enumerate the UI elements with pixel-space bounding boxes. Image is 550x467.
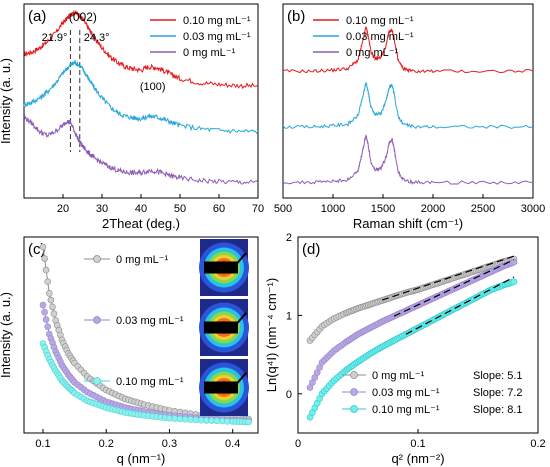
- annotation: 21.9°: [42, 32, 68, 44]
- legend-label: 0.03 mg mL⁻¹: [346, 31, 414, 43]
- x-tick-label: 2500: [471, 203, 495, 215]
- legend-marker: [350, 388, 358, 396]
- x-tick-label: 0.2: [530, 438, 545, 450]
- beam-stop: [204, 261, 238, 274]
- series-line: [23, 59, 259, 135]
- panel-1: (b) 500 1000 1500 2000 2500 3000 Raman shift (c…: [274, 3, 545, 231]
- legend-marker: [93, 316, 101, 324]
- x-tick-label: 0.2: [99, 438, 114, 450]
- slope-label: Slope: 7.2: [473, 387, 523, 399]
- legend-marker: [350, 405, 358, 413]
- legend-label: 0 mg mL⁻¹: [183, 47, 236, 59]
- panel-2: (c)0.1 0.2 0.3 0.4q (nm⁻¹)Intensity (a. u.)…: [0, 236, 259, 466]
- panel-label: (a): [28, 8, 46, 25]
- series-line: [282, 134, 534, 185]
- x-tick-label: 50: [174, 203, 186, 215]
- x-tick-label: 2000: [421, 203, 445, 215]
- annotation: 24.3°: [84, 32, 110, 44]
- annotation: (002): [69, 10, 97, 24]
- series-line: [23, 10, 259, 90]
- data-point: [510, 258, 518, 266]
- plot-frame: [282, 3, 534, 199]
- y-axis-label: Intensity (a. u.): [0, 292, 13, 378]
- legend-label: 0 mg mL⁻¹: [372, 370, 425, 382]
- legend-label: 0.03 mg mL⁻¹: [116, 315, 184, 327]
- data-point: [245, 418, 252, 426]
- panel-label: (d): [302, 241, 320, 258]
- data-point: [42, 316, 50, 323]
- data-point: [510, 278, 518, 286]
- x-axis-label: 2Theat (deg.): [102, 216, 180, 231]
- data-point: [39, 243, 47, 251]
- legend-label: 0.10 mg mL⁻¹: [183, 15, 251, 27]
- legend-label: 0.03 mg mL⁻¹: [183, 31, 251, 43]
- panel-label: (b): [287, 8, 305, 25]
- x-axis-label: Raman shift (cm⁻¹): [353, 216, 463, 231]
- legend-label: 0.10 mg mL⁻¹: [372, 404, 440, 416]
- beam-stop-arm: [229, 372, 247, 393]
- x-tick-label: 30: [96, 203, 108, 215]
- fit-line: [393, 259, 515, 317]
- x-tick-label: 20: [57, 203, 69, 215]
- x-tick-label: 40: [135, 203, 147, 215]
- data-point: [45, 289, 53, 297]
- beam-stop-arm: [229, 252, 247, 273]
- series-line: [23, 114, 259, 185]
- series-line: [282, 82, 534, 130]
- legend-marker: [350, 371, 358, 379]
- beam-stop: [204, 321, 238, 334]
- legend-label: 0.03 mg mL⁻¹: [372, 387, 440, 399]
- legend-marker: [93, 377, 101, 385]
- beam-stop-arm: [229, 312, 247, 333]
- data-point: [47, 296, 55, 304]
- panel-3: (d) 0 0.1 0.2 q² (nm⁻²) 0 1 2 Ln(q⁴I) (nm⁻⁴ cm⁻¹…: [264, 232, 546, 466]
- data-point: [49, 303, 56, 311]
- beam-stop: [204, 381, 238, 394]
- annotation: (100): [140, 81, 166, 93]
- legend-label: 0.10 mg mL⁻¹: [116, 376, 184, 388]
- data-point: [44, 323, 52, 331]
- y-tick-label: 1: [286, 310, 292, 322]
- x-tick-label: 500: [274, 203, 292, 215]
- x-tick-label: 0.4: [225, 438, 240, 450]
- y-axis-label: Ln(q⁴I) (nm⁻⁴ cm⁻¹): [264, 278, 279, 392]
- x-tick-label: 1500: [371, 203, 395, 215]
- x-tick-label: 1000: [321, 203, 345, 215]
- x-tick-label: 0.1: [35, 438, 50, 450]
- legend-label: 0 mg mL⁻¹: [116, 254, 169, 266]
- x-axis-label: q (nm⁻¹): [117, 451, 166, 466]
- scattering-pattern-inset: [199, 239, 249, 296]
- legend-label: 0.10 mg mL⁻¹: [346, 15, 414, 27]
- plot-frame: [23, 236, 259, 434]
- data-point: [50, 310, 58, 318]
- scattering-pattern-inset: [199, 359, 249, 416]
- x-tick-label: 0.1: [410, 438, 425, 450]
- series-line: [282, 26, 534, 74]
- y-tick-label: 2: [286, 232, 292, 244]
- x-tick-label: 0.3: [162, 438, 177, 450]
- data-point: [44, 278, 52, 286]
- data-point: [39, 301, 47, 309]
- scattering-pattern-inset: [199, 299, 249, 356]
- data-point: [41, 308, 48, 316]
- y-tick-label: 0: [286, 389, 292, 401]
- legend-marker: [93, 255, 101, 263]
- fit-line: [405, 276, 515, 335]
- legend-label: 0 mg mL⁻¹: [346, 47, 399, 59]
- slope-label: Slope: 5.1: [473, 370, 523, 382]
- data-point: [42, 266, 50, 274]
- x-tick-label: 3000: [521, 203, 545, 215]
- x-tick-label: 0: [295, 438, 301, 450]
- fit-line: [381, 255, 515, 301]
- x-axis-label: q² (nm⁻²): [391, 451, 444, 466]
- data-point: [41, 255, 48, 262]
- x-tick-label: 70: [252, 203, 264, 215]
- y-axis-label: Intensity (a. u.): [0, 58, 13, 144]
- panel-0: (a) 20 30 40 50 60 70 2Theat (deg.) Intensity (a…: [0, 3, 264, 231]
- x-tick-label: 60: [213, 203, 225, 215]
- slope-label: Slope: 8.1: [473, 404, 523, 416]
